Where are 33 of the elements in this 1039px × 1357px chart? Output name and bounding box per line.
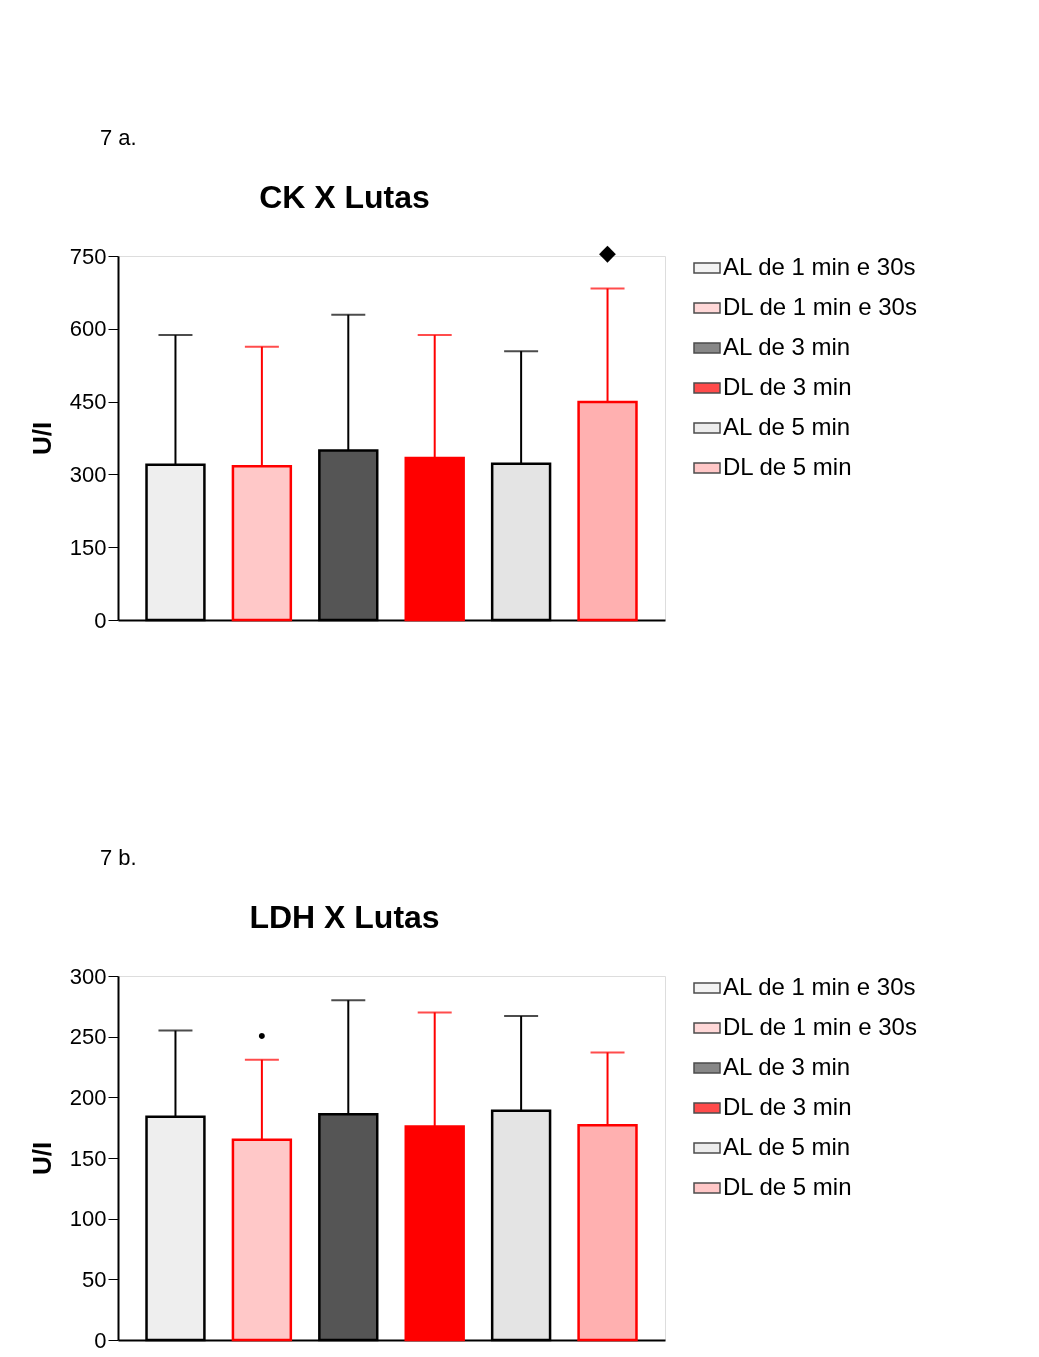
y-tick-label: 0 xyxy=(94,607,107,633)
legend-label: DL de 3 min xyxy=(723,373,852,400)
y-tick-label: 300 xyxy=(69,461,107,487)
text: 7 a. xyxy=(100,125,137,150)
y-axis-title: U/I xyxy=(26,421,57,456)
annotation: ◆ xyxy=(599,239,617,265)
text: 7 b. xyxy=(100,845,137,870)
chart-title: CK X Lutas xyxy=(259,179,430,215)
legend-label: AL de 1 min e 30s xyxy=(723,973,916,1000)
annotation: • xyxy=(258,1022,266,1048)
legend-label: DL de 5 min xyxy=(723,453,852,480)
y-tick-label: 50 xyxy=(82,1266,107,1292)
y-tick-label: 100 xyxy=(69,1206,107,1232)
y-axis-title: U/I xyxy=(26,1141,57,1176)
legend-label: DL de 1 min e 30s xyxy=(723,1013,917,1040)
y-tick-label: 450 xyxy=(69,389,107,415)
legend-label: AL de 3 min xyxy=(723,1053,851,1080)
legend-label: AL de 5 min xyxy=(723,413,851,440)
chart-title: LDH X Lutas xyxy=(249,899,440,935)
y-tick-label: 750 xyxy=(69,243,107,269)
legend-label: DL de 5 min xyxy=(723,1173,852,1200)
y-tick-label: 150 xyxy=(69,534,107,560)
legend-label: AL de 3 min xyxy=(723,333,851,360)
legend-label: DL de 3 min xyxy=(723,1093,852,1120)
y-tick-label: 300 xyxy=(69,963,107,989)
y-tick-label: 200 xyxy=(69,1084,107,1110)
legend-label: AL de 5 min xyxy=(723,1133,851,1160)
y-tick-label: 250 xyxy=(69,1024,107,1050)
y-tick-label: 0 xyxy=(94,1327,107,1353)
legend-label: AL de 1 min e 30s xyxy=(723,253,916,280)
legend-label: DL de 1 min e 30s xyxy=(723,293,917,320)
y-tick-label: 600 xyxy=(69,316,107,342)
y-tick-label: 150 xyxy=(69,1145,107,1171)
